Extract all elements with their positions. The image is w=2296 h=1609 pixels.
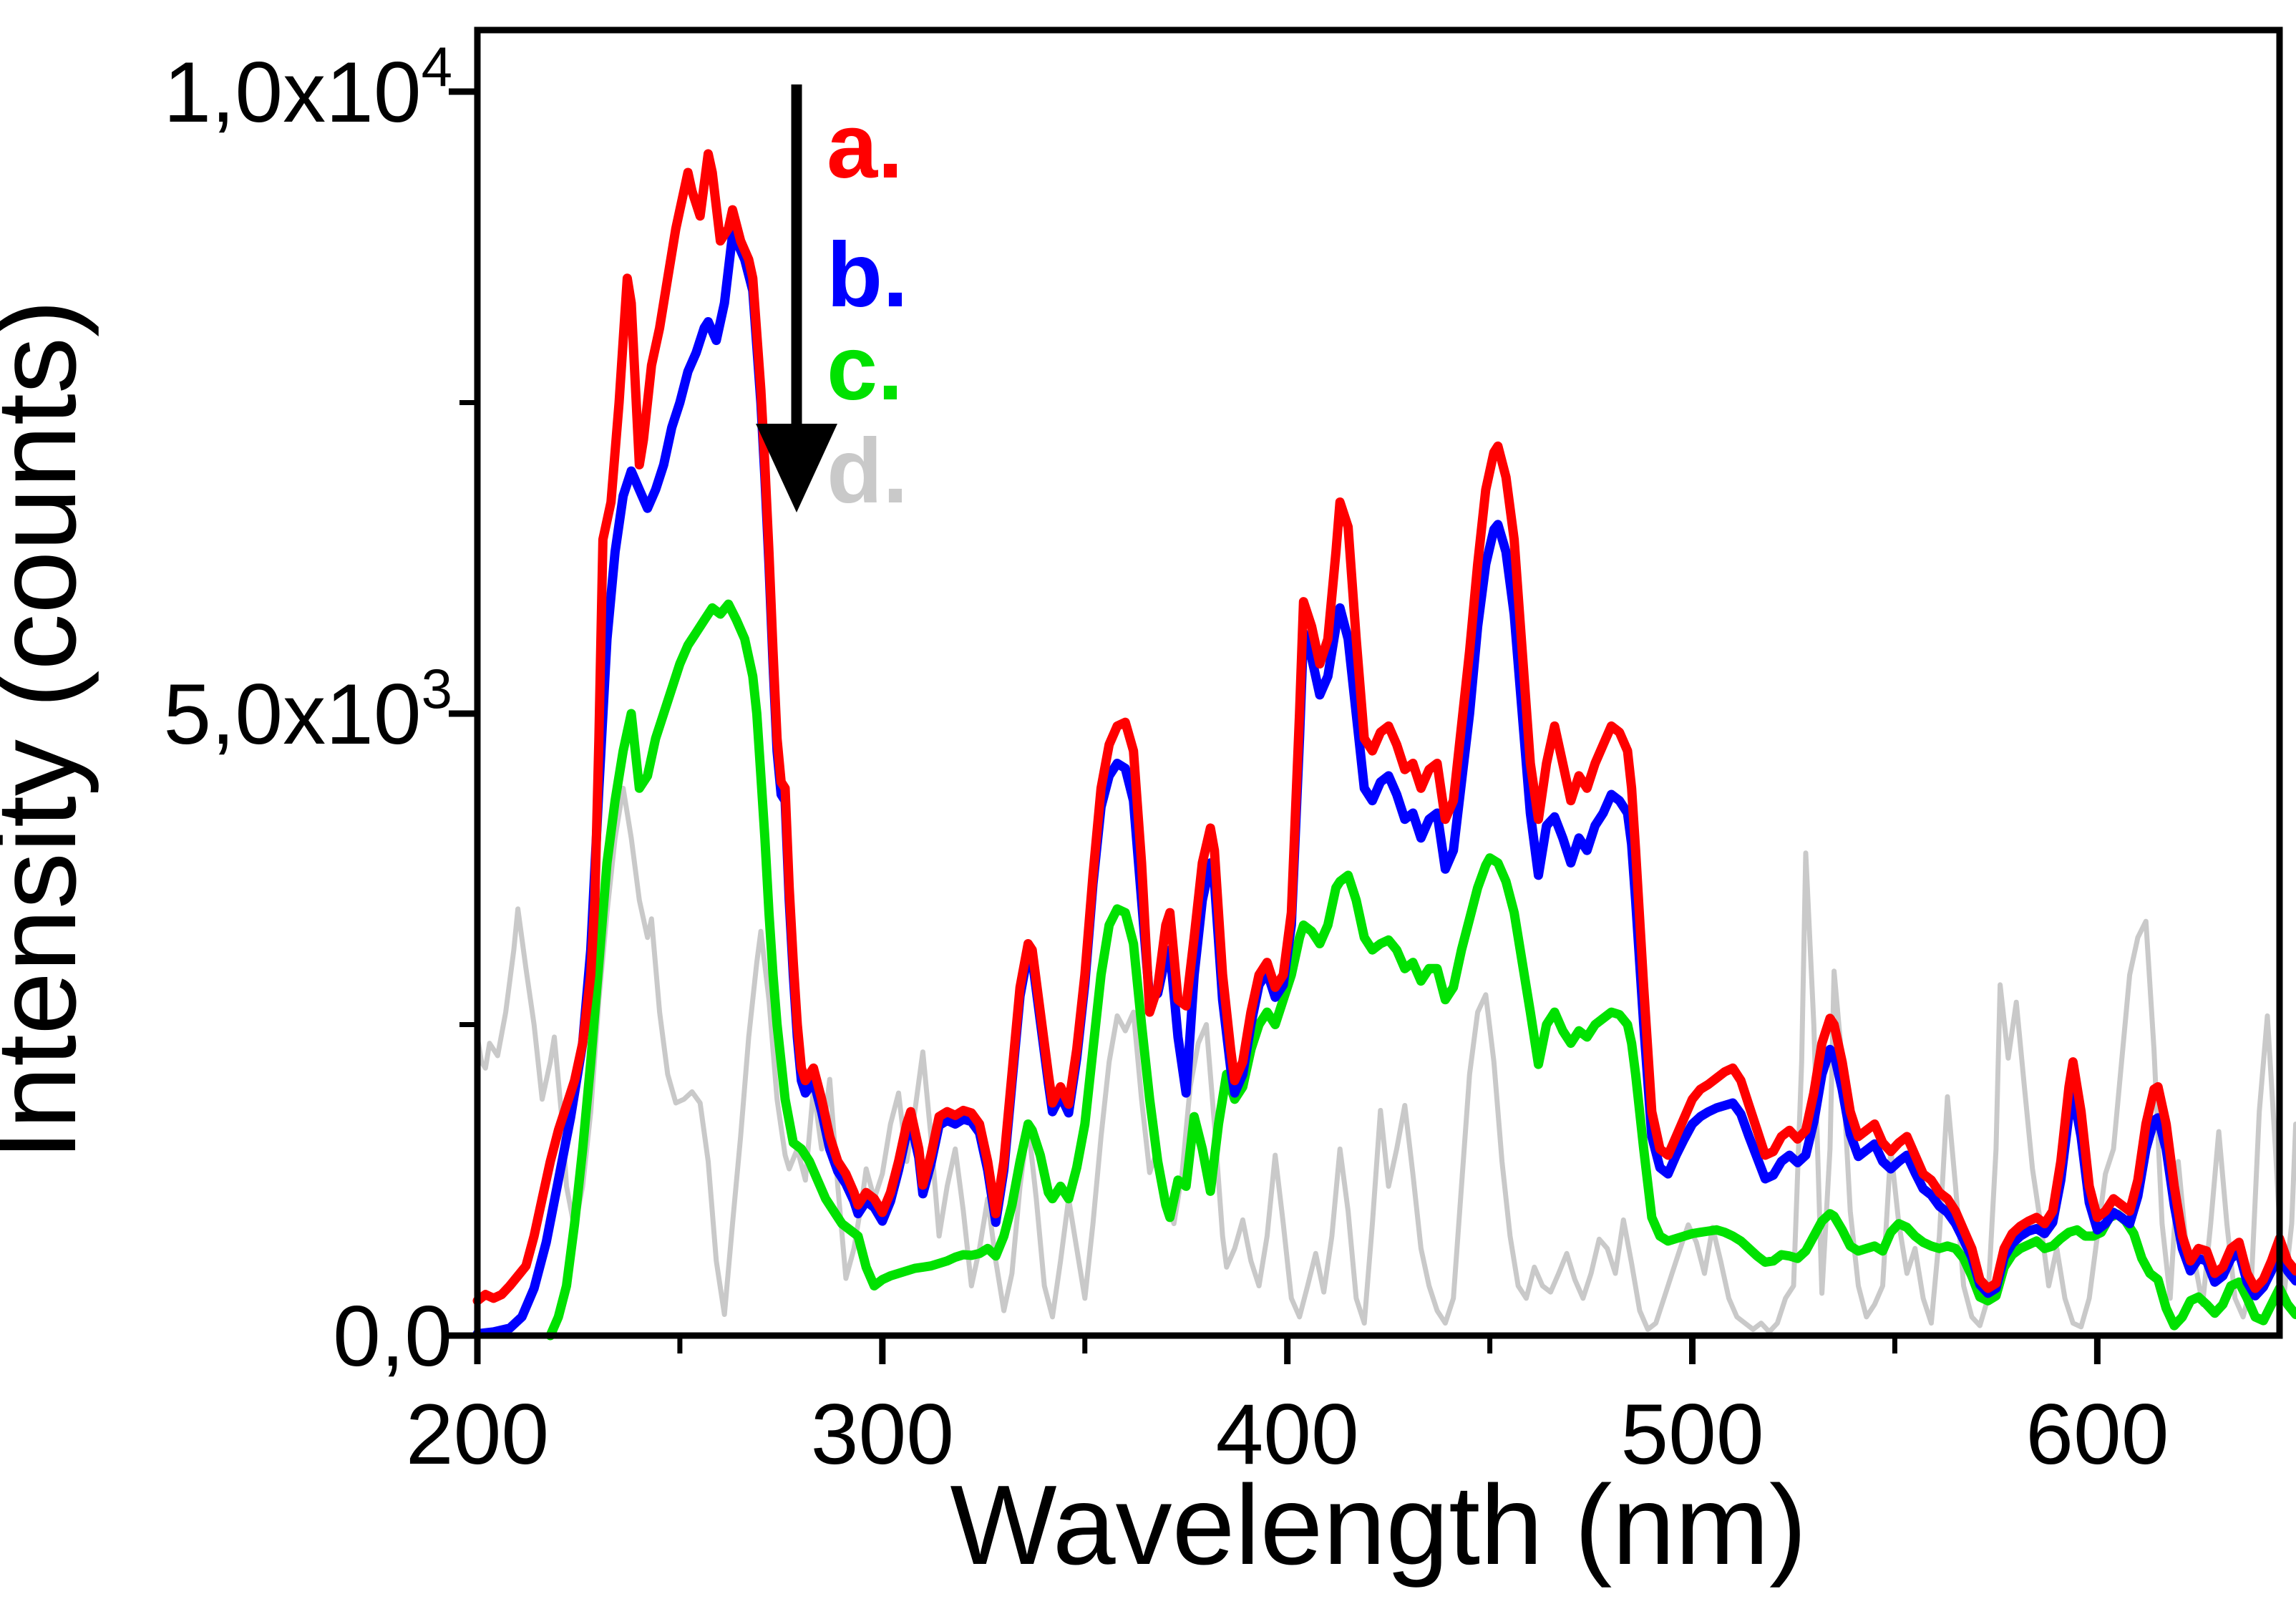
y-tick-label: 1,0x104 (163, 35, 452, 140)
legend-label-d: d. (827, 420, 908, 522)
x-tick-label: 500 (1620, 1386, 1764, 1482)
arrow-down-icon (756, 84, 837, 512)
y-axis-title: Intensity (counts) (0, 299, 99, 1160)
x-axis-title: Wavelength (nm) (950, 1462, 1806, 1588)
legend-label-b: b. (827, 224, 908, 326)
plot-box (474, 26, 2283, 1339)
series-d-line (475, 785, 2296, 1335)
series-a-line (472, 149, 2296, 1306)
legend-label-a: a. (827, 95, 903, 198)
series-group (472, 149, 2296, 1341)
x-tick-label: 200 (406, 1386, 549, 1482)
axes-group: 200 300 400 500 600 0,0 5,0x103 1,0x104 (163, 26, 2283, 1482)
x-tick-label: 600 (2025, 1386, 2169, 1482)
legend: a. b.c.d. (756, 84, 908, 522)
arrow-head (756, 424, 837, 512)
y-tick-label: 0,0 (333, 1288, 452, 1384)
legend-label-c: c. (827, 317, 903, 419)
y-tick-label: 5,0x103 (163, 657, 452, 762)
series-c-line (545, 599, 2296, 1341)
x-tick-label: 400 (1216, 1386, 1359, 1482)
x-tick-label: 300 (811, 1386, 954, 1482)
